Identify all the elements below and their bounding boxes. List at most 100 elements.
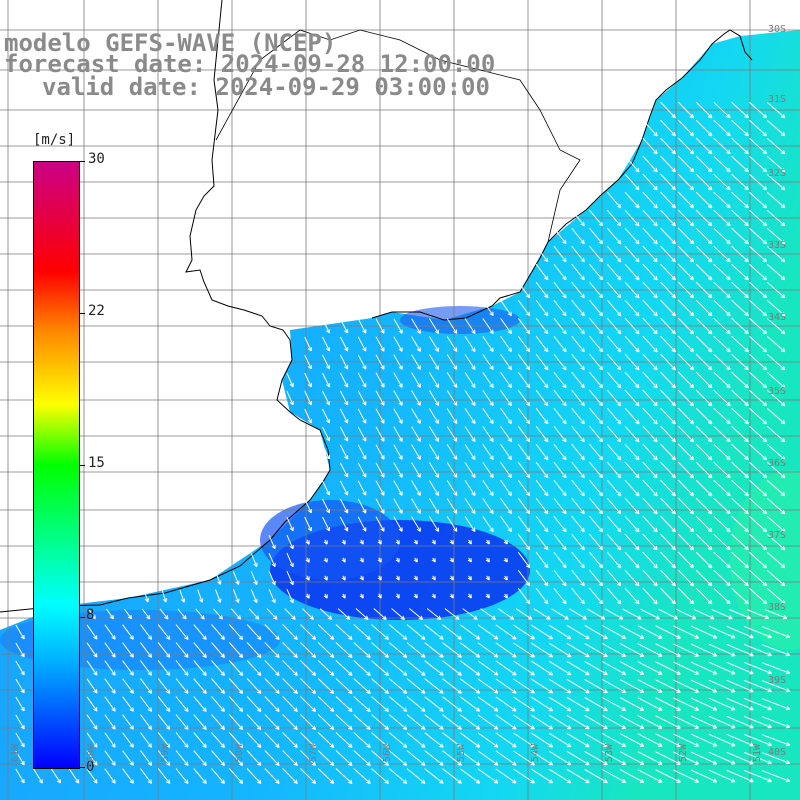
wind-arrow xyxy=(713,173,731,191)
wind-arrow xyxy=(713,389,731,407)
wind-arrow xyxy=(749,569,768,587)
wind-arrow xyxy=(766,515,786,533)
wind-arrow xyxy=(766,389,786,407)
wind-arrow xyxy=(642,299,658,317)
wind-arrow xyxy=(464,390,476,407)
wind-arrow xyxy=(695,263,713,281)
wind-arrow xyxy=(424,714,444,730)
wind-arrow xyxy=(695,191,713,209)
wind-arrow xyxy=(535,335,549,353)
wind-arrow xyxy=(606,371,622,389)
wind-arrow xyxy=(513,642,535,658)
wind-arrow xyxy=(731,551,749,569)
wind-arrow xyxy=(495,732,517,748)
wind-arrow xyxy=(428,480,440,496)
wind-arrow xyxy=(377,575,382,581)
wind-arrow xyxy=(553,317,567,335)
wind-arrow xyxy=(175,732,189,748)
wind-arrow xyxy=(268,534,276,550)
wind-arrow xyxy=(749,119,768,137)
wind-arrow xyxy=(531,642,554,658)
wind-arrow xyxy=(449,593,454,599)
wind-arrow xyxy=(304,372,312,388)
colorbar-tickmark xyxy=(79,465,85,466)
wind-arrow xyxy=(584,732,608,748)
wind-arrow xyxy=(442,642,462,658)
wind-arrow xyxy=(495,660,517,676)
wind-arrow xyxy=(393,516,403,532)
wind-arrow xyxy=(322,390,330,406)
wind-arrow xyxy=(393,336,403,352)
wind-arrow xyxy=(246,750,262,766)
wind-arrow xyxy=(624,569,640,587)
longitude-label: 59W xyxy=(160,744,171,763)
wind-arrow xyxy=(335,714,353,730)
wind-arrow xyxy=(535,407,549,425)
wind-arrow xyxy=(762,752,791,765)
wind-arrow xyxy=(731,569,749,587)
wind-arrow xyxy=(193,750,207,766)
wind-arrow xyxy=(731,209,749,227)
wind-arrow xyxy=(726,769,754,783)
wind-arrow xyxy=(548,768,572,784)
wind-arrow xyxy=(322,426,330,442)
wind-arrow xyxy=(764,609,788,620)
wind-arrow xyxy=(317,624,335,640)
model-title: modelo GEFS-WAVE (NCEP) xyxy=(4,29,337,57)
wind-arrow xyxy=(375,372,385,388)
wind-arrow xyxy=(485,593,490,599)
wind-arrow xyxy=(442,624,462,640)
wind-arrow xyxy=(566,678,590,694)
wind-arrow xyxy=(477,732,499,748)
wind-arrow xyxy=(566,642,590,658)
wind-arrow xyxy=(602,697,627,711)
wind-arrow xyxy=(713,317,731,335)
wind-arrow xyxy=(143,589,149,603)
wind-arrow xyxy=(371,714,389,730)
wind-arrow xyxy=(766,407,786,425)
wind-arrow xyxy=(553,551,567,569)
wind-arrow xyxy=(624,551,640,569)
wind-arrow xyxy=(602,643,627,657)
wind-arrow xyxy=(123,608,133,620)
wind-arrow xyxy=(300,678,317,694)
wind-arrow xyxy=(606,317,622,335)
wind-arrow xyxy=(569,608,588,620)
wind-arrow xyxy=(637,643,663,657)
wind-arrow xyxy=(317,714,335,730)
wind-arrow xyxy=(282,750,298,766)
wind-arrow xyxy=(286,552,294,568)
wind-arrow xyxy=(446,462,458,478)
wind-arrow xyxy=(553,281,567,299)
colorbar-tickmark xyxy=(79,161,85,162)
wind-arrow xyxy=(606,281,622,299)
wind-arrow xyxy=(305,593,310,599)
longitude-label: 52W xyxy=(678,744,689,763)
wind-arrow xyxy=(449,539,454,545)
wind-arrow xyxy=(642,209,658,227)
wind-arrow xyxy=(517,534,531,551)
wind-arrow xyxy=(677,227,695,245)
wind-arrow xyxy=(677,515,695,533)
wind-arrow xyxy=(749,515,768,533)
wind-arrow xyxy=(228,678,244,694)
wind-arrow xyxy=(606,533,622,551)
wind-arrow xyxy=(642,497,658,515)
wind-arrow xyxy=(553,353,567,371)
wind-arrow xyxy=(411,390,421,406)
wind-arrow xyxy=(548,714,572,730)
wind-arrow xyxy=(749,263,768,281)
wind-arrow xyxy=(371,660,389,676)
wind-arrow xyxy=(553,263,567,281)
wind-arrow xyxy=(571,353,585,371)
wind-arrow xyxy=(460,750,481,766)
coastline-north xyxy=(371,29,753,321)
wind-arrow xyxy=(482,300,494,317)
wind-arrow xyxy=(157,696,171,712)
wind-arrow xyxy=(690,679,718,693)
wind-arrow xyxy=(264,750,280,766)
wind-arrow xyxy=(228,750,244,766)
wind-arrow xyxy=(695,569,713,587)
wind-arrow xyxy=(535,497,549,515)
wind-arrow xyxy=(731,443,749,461)
